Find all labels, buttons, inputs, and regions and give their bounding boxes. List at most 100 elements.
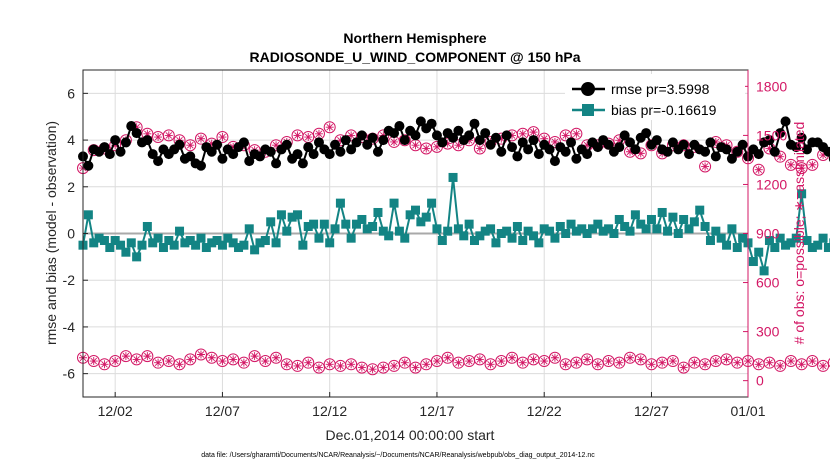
x-tick-label: 12/02 (98, 403, 133, 419)
rmse-point (410, 130, 421, 141)
obs-open-circle-point (591, 358, 604, 371)
bias-point (512, 221, 522, 231)
obs-open-circle-point (398, 356, 411, 369)
obs-star-point (390, 137, 399, 146)
obs-star-point (304, 133, 313, 142)
rmse-markers (78, 116, 830, 171)
bias-point (298, 240, 308, 250)
obs-open-circle-point (720, 353, 733, 366)
x-tick-label: 12/22 (527, 403, 562, 419)
bias-point (684, 224, 694, 234)
bias-point (797, 189, 807, 199)
bias-point (486, 224, 496, 234)
bias-point (700, 221, 710, 231)
bias-point (775, 233, 785, 243)
obs-star-point (154, 133, 163, 142)
obs-open-circle-point (473, 353, 486, 366)
rmse-point (131, 128, 142, 139)
obs-star-point (604, 357, 613, 366)
bias-point (309, 219, 319, 229)
obs-star-point (561, 131, 570, 140)
x-tick-label: 12/17 (419, 403, 454, 419)
rmse-point (523, 144, 534, 155)
rmse-point (415, 116, 426, 127)
chart-title-line2: RADIOSONDE_U_WIND_COMPONENT @ 150 hPa (249, 49, 580, 65)
rmse-point (791, 142, 802, 153)
bias-point (459, 231, 469, 241)
bias-point (212, 236, 222, 246)
bias-point (523, 226, 533, 236)
bias-point (346, 233, 356, 243)
bias-point (668, 212, 678, 222)
rmse-point (104, 149, 115, 160)
bias-point (362, 224, 372, 234)
bias-point (475, 231, 485, 241)
data-file-footnote: data file: /Users/gharamti/Documents/NCA… (201, 452, 595, 459)
rmse-point (721, 144, 732, 155)
obs-star-point (540, 357, 549, 366)
rmse-point (426, 118, 437, 129)
obs-star-point (754, 165, 763, 174)
bias-point (153, 233, 163, 243)
bias-point (319, 219, 329, 229)
obs-star-point (207, 139, 216, 148)
obs-star-point (508, 131, 517, 140)
obs-star-point (132, 355, 141, 364)
rmse-point (346, 144, 357, 155)
obs-star-point (572, 358, 581, 367)
bias-point (400, 233, 410, 243)
bias-point (550, 233, 560, 243)
bias-point (759, 266, 769, 276)
obs-star-point (668, 357, 677, 366)
bias-point (314, 233, 324, 243)
bias-point (164, 236, 174, 246)
bias-point (609, 229, 619, 238)
obs-star-point (819, 361, 828, 370)
bias-point (539, 224, 549, 234)
bias-point (663, 226, 673, 236)
bias-point (502, 226, 512, 236)
bias-point (754, 247, 764, 257)
obs-open-circle-point (141, 350, 154, 363)
rmse-point (603, 139, 614, 150)
rmse-point (356, 130, 367, 141)
rmse-point (217, 153, 228, 164)
obs-star-point (583, 355, 592, 364)
bias-point (555, 221, 565, 231)
rmse-point (533, 149, 544, 160)
bias-point (105, 243, 115, 253)
obs-star-point (325, 123, 334, 132)
rmse-point (330, 139, 341, 150)
obs-open-circle-point (666, 355, 679, 368)
obs-star-point (261, 357, 270, 366)
obs-open-circle-point (634, 353, 647, 366)
obs-open-circle-point (398, 134, 411, 147)
rmse-point (474, 135, 485, 146)
obs-star-point (250, 352, 259, 361)
bias-point (411, 205, 420, 215)
obs-star-point (154, 358, 163, 367)
bias-point (443, 226, 453, 236)
obs-star-point (754, 360, 763, 369)
obs-star-point (626, 353, 635, 362)
rmse-point (517, 137, 528, 148)
bias-point (276, 210, 286, 220)
rmse-point (228, 149, 239, 160)
obs-star-point (272, 141, 281, 150)
bias-point (818, 233, 828, 243)
obs-star-point (518, 358, 527, 367)
bias-point (99, 236, 109, 246)
obs-star-point (218, 133, 227, 142)
obs-open-circle-point (420, 358, 433, 371)
rmse-point (512, 151, 523, 162)
bias-point (126, 238, 136, 248)
rmse-point (313, 137, 324, 148)
obs-star-point (432, 142, 441, 151)
bias-point (802, 236, 812, 246)
obs-star-point (282, 360, 291, 369)
obs-star-point (111, 141, 120, 150)
bias-point (593, 219, 603, 229)
bias-point (705, 236, 715, 246)
obs-open-circle-point (173, 358, 186, 371)
